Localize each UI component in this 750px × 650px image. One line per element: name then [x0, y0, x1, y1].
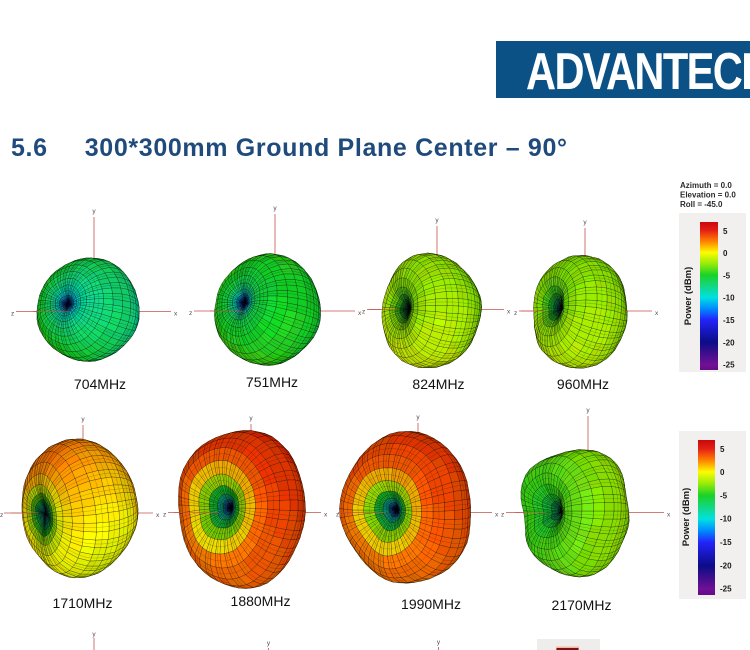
svg-text:0: 0: [720, 468, 725, 477]
svg-text:z: z: [336, 512, 339, 519]
svg-text:0: 0: [723, 249, 728, 258]
svg-text:y: y: [81, 416, 85, 423]
svg-text:-20: -20: [720, 562, 732, 571]
svg-text:y: y: [273, 205, 277, 212]
svg-text:z: z: [163, 512, 166, 519]
svg-text:x: x: [174, 311, 178, 318]
svg-text:z: z: [0, 512, 3, 519]
svg-text:z: z: [189, 310, 192, 317]
svg-text:y: y: [92, 631, 96, 638]
svg-text:5: 5: [723, 227, 728, 236]
svg-text:-5: -5: [723, 272, 731, 281]
svg-text:x: x: [324, 512, 328, 519]
svg-text:y: y: [92, 208, 96, 215]
svg-text:-15: -15: [723, 316, 735, 325]
svg-text:-15: -15: [720, 538, 732, 547]
svg-text:x: x: [655, 310, 659, 317]
svg-text:-10: -10: [723, 294, 735, 303]
svg-text:5: 5: [720, 445, 725, 454]
svg-text:-20: -20: [723, 339, 735, 348]
svg-text:-5: -5: [720, 492, 728, 501]
svg-text:y: y: [437, 639, 441, 646]
svg-text:x: x: [358, 310, 362, 317]
svg-text:Azimuth = 0.0: Azimuth = 0.0: [680, 181, 732, 190]
svg-text:Power (dBm): Power (dBm): [681, 488, 692, 547]
svg-text:z: z: [11, 311, 14, 318]
svg-text:x: x: [156, 512, 160, 519]
svg-text:-10: -10: [720, 515, 732, 524]
svg-text:z: z: [514, 310, 517, 317]
svg-text:Roll = -45.0: Roll = -45.0: [680, 200, 723, 209]
svg-text:z: z: [501, 512, 504, 519]
svg-text:y: y: [249, 415, 253, 422]
svg-text:-25: -25: [723, 361, 735, 370]
svg-text:y: y: [583, 219, 587, 226]
svg-text:Elevation = 0.0: Elevation = 0.0: [680, 191, 736, 200]
svg-text:z: z: [362, 309, 365, 316]
svg-text:y: y: [586, 407, 590, 414]
svg-text:-25: -25: [720, 585, 732, 594]
svg-text:x: x: [667, 512, 671, 519]
svg-text:y: y: [435, 217, 439, 224]
svg-text:x: x: [507, 309, 511, 316]
svg-text:y: y: [416, 414, 420, 421]
svg-text:y: y: [267, 640, 271, 647]
svg-text:Power (dBm): Power (dBm): [683, 267, 694, 326]
svg-text:x: x: [495, 512, 499, 519]
